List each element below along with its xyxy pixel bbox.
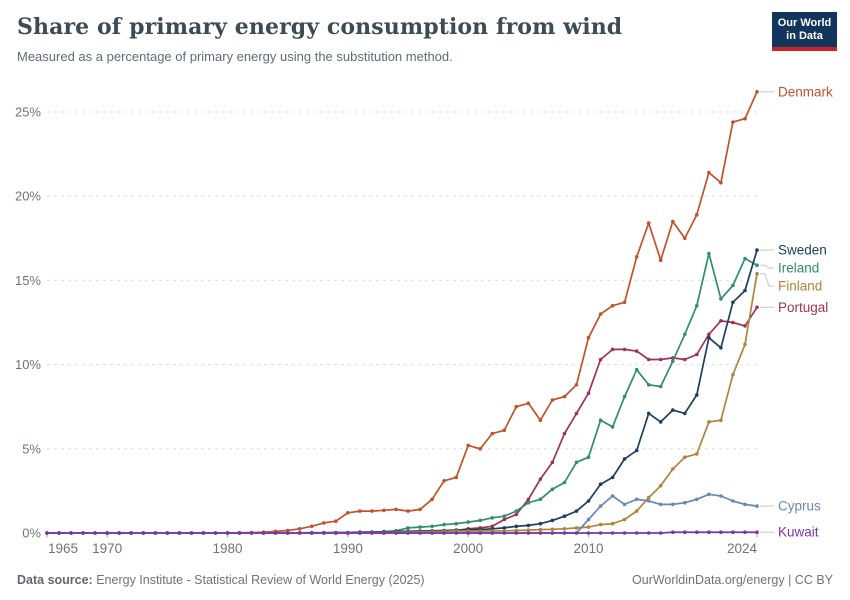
series-label-finland[interactable]: Finland [778, 279, 822, 294]
page-title: Share of primary energy consumption from… [17, 14, 623, 40]
owid-logo[interactable]: Our World in Data [772, 12, 837, 51]
series-markers-sweden [45, 248, 759, 535]
series-line-ireland[interactable] [47, 252, 758, 534]
chart-footer: Data source: Energy Institute - Statisti… [17, 573, 833, 587]
series-line-sweden[interactable] [47, 249, 758, 534]
data-source-label: Data source: [17, 573, 93, 587]
series-markers-portugal [45, 305, 759, 535]
series-label-denmark[interactable]: Denmark [778, 84, 833, 99]
series-label-cyprus[interactable]: Cyprus [778, 499, 821, 514]
series-markers-denmark [45, 90, 759, 535]
data-source-text: Energy Institute - Statistical Review of… [92, 573, 425, 587]
x-tick-label-1965: 1965 [48, 541, 78, 556]
series-line-denmark[interactable] [47, 91, 758, 534]
y-tick-label-5: 5% [22, 441, 41, 456]
series-label-sweden[interactable]: Sweden [778, 243, 827, 258]
x-tick-label-1970: 1970 [92, 541, 122, 556]
series-markers-cyprus [45, 492, 759, 535]
series-line-finland[interactable] [47, 273, 758, 534]
label-connector-finland [760, 273, 774, 287]
x-tick-label-1980: 1980 [212, 541, 242, 556]
series-markers-ireland [45, 251, 759, 535]
y-tick-label-20: 20% [15, 189, 41, 204]
owid-logo-line2: in Data [786, 30, 823, 42]
footer-credit[interactable]: OurWorldinData.org/energy | CC BY [631, 573, 833, 587]
x-tick-label-1990: 1990 [333, 541, 363, 556]
page-subtitle: Measured as a percentage of primary ener… [17, 49, 453, 64]
y-tick-label-0: 0% [22, 526, 41, 541]
y-tick-label-10: 10% [15, 357, 41, 372]
chart-header: Share of primary energy consumption from… [17, 14, 757, 64]
y-tick-label-15: 15% [15, 273, 41, 288]
data-source-note: Data source: Energy Institute - Statisti… [17, 573, 425, 587]
y-tick-label-25: 25% [15, 105, 41, 120]
series-line-cyprus[interactable] [47, 493, 758, 534]
series-label-kuwait[interactable]: Kuwait [778, 525, 819, 540]
series-line-portugal[interactable] [47, 306, 758, 534]
owid-logo-line1: Our World [777, 17, 832, 29]
x-tick-label-2024: 2024 [727, 541, 758, 556]
series-label-portugal[interactable]: Portugal [778, 300, 828, 315]
series-label-ireland[interactable]: Ireland [778, 261, 819, 276]
series-markers-kuwait [45, 530, 759, 535]
x-tick-label-2000: 2000 [453, 541, 483, 556]
x-tick-label-2010: 2010 [574, 541, 604, 556]
series-line-kuwait[interactable] [47, 531, 757, 534]
label-connector-ireland [760, 264, 774, 269]
